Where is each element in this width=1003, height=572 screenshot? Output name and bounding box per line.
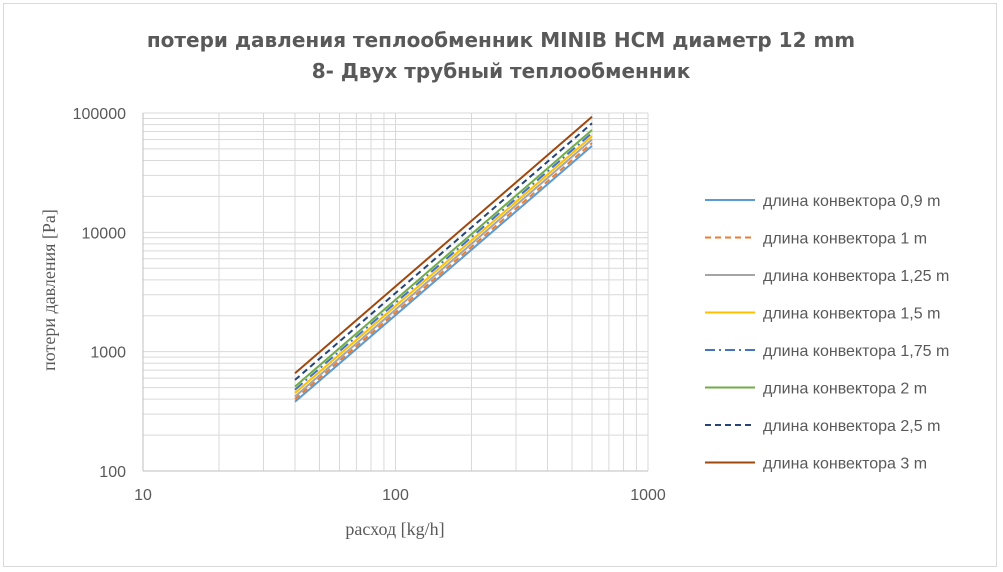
series-line [294, 135, 593, 394]
legend-label: длина конвектора 2,5 m [763, 418, 940, 435]
legend-label: длина конвектора 3 m [763, 456, 927, 473]
series-line [294, 138, 593, 398]
legend-label: длина конвектора 1,5 m [763, 306, 940, 323]
x-tick-label: 100 [382, 487, 409, 504]
legend-label: длина конвектора 1,25 m [763, 268, 949, 285]
legend-label: длина конвектора 1 m [763, 231, 927, 248]
series-line [294, 116, 593, 374]
x-tick-label: 1000 [630, 487, 666, 504]
x-tick-label: 10 [134, 487, 152, 504]
chart-frame [3, 3, 997, 567]
series-lines [294, 116, 593, 403]
y-axis-label: потери давления [Pa] [39, 209, 59, 371]
y-tick-label: 10000 [82, 225, 127, 242]
legend: длина конвектора 0,9 m длина конвектора 1… [705, 193, 949, 473]
y-tick-label: 100000 [73, 106, 126, 123]
series-line [294, 145, 593, 403]
series-line [294, 122, 593, 381]
y-tick-label: 1000 [90, 345, 126, 362]
axes [142, 113, 648, 472]
chart-title-line1: потери давления теплообменник MINIB HCM … [147, 28, 855, 52]
series-line [294, 132, 593, 391]
chart-title-line2: 8- Двух трубный теплообменник [312, 59, 691, 83]
tick-labels: 10 100 1000 100 1000 10000 100000 [73, 106, 666, 504]
series-line [294, 129, 593, 388]
x-axis-label: расход [kg/h] [345, 519, 444, 539]
legend-label: длина конвектора 2 m [763, 381, 927, 398]
legend-label: длина конвектора 1,75 m [763, 343, 949, 360]
legend-label: длина конвектора 0,9 m [763, 193, 940, 210]
series-line [294, 142, 593, 400]
grid-lines [143, 112, 649, 471]
y-tick-label: 100 [99, 464, 126, 481]
